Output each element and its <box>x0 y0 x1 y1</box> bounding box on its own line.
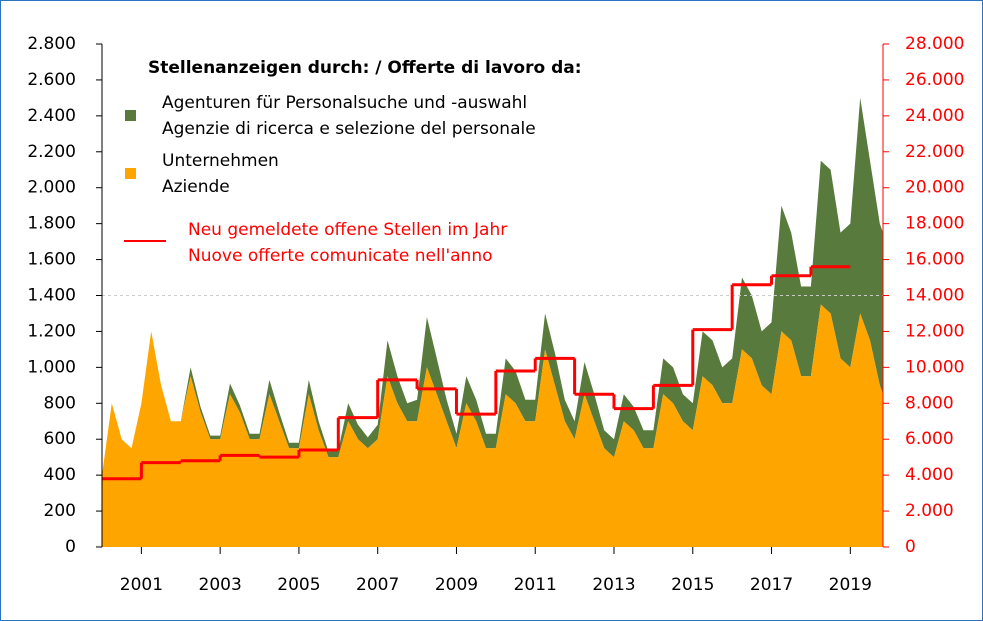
y-tick-label: 2.000 <box>27 178 76 198</box>
legend-label: Aziende <box>162 177 230 197</box>
x-tick-label: 2003 <box>199 575 242 595</box>
y-tick-label: 2.400 <box>27 106 76 126</box>
y-tick-label: 1.800 <box>27 214 76 234</box>
y2-tick-label: 14.000 <box>905 286 964 306</box>
y2-tick-label: 0 <box>905 537 916 557</box>
y2-tick-label: 6.000 <box>905 429 954 449</box>
x-tick-label: 2001 <box>120 575 163 595</box>
x-tick-label: 2015 <box>671 575 714 595</box>
y-tick-label: 2.200 <box>27 142 76 162</box>
legend-title: Stellenanzeigen durch: / Offerte di lavo… <box>148 58 582 78</box>
y2-tick-label: 16.000 <box>905 250 964 270</box>
legend-swatch <box>125 110 136 121</box>
x-tick-label: 2009 <box>435 575 478 595</box>
y-tick-label: 600 <box>44 429 76 449</box>
legend-label: Agenturen für Personalsuche und -auswahl <box>162 93 527 113</box>
legend-label: Unternehmen <box>162 151 279 171</box>
plot <box>102 97 883 547</box>
x-tick-label: 2005 <box>277 575 320 595</box>
y-tick-label: 2.600 <box>27 70 76 90</box>
y-tick-label: 1.400 <box>27 286 76 306</box>
y-tick-label: 2.800 <box>27 34 76 54</box>
y-tick-label: 200 <box>44 501 76 521</box>
legend-swatch <box>125 168 136 179</box>
y-tick-label: 1.200 <box>27 321 76 341</box>
y2-tick-label: 12.000 <box>905 321 964 341</box>
y-tick-label: 1.000 <box>27 357 76 377</box>
y2-tick-label: 22.000 <box>905 142 964 162</box>
x-tick-label: 2019 <box>829 575 872 595</box>
area <box>102 304 883 547</box>
y2-tick-label: 4.000 <box>905 465 954 485</box>
y2-tick-label: 2.000 <box>905 501 954 521</box>
y2-tick-label: 10.000 <box>905 357 964 377</box>
y-tick-label: 0 <box>65 537 76 557</box>
y-tick-label: 400 <box>44 465 76 485</box>
legend-label: Agenzie di ricerca e selezione del perso… <box>162 119 536 139</box>
legend-label: Neu gemeldete offene Stellen im Jahr <box>188 220 507 240</box>
x-tick-label: 2017 <box>750 575 793 595</box>
x-tick-label: 2011 <box>514 575 557 595</box>
x-tick-label: 2007 <box>356 575 399 595</box>
y2-tick-label: 26.000 <box>905 70 964 90</box>
y-tick-label: 800 <box>44 393 76 413</box>
y2-tick-label: 28.000 <box>905 34 964 54</box>
x-tick-label: 2013 <box>592 575 635 595</box>
legend-label: Nuove offerte comunicate nell'anno <box>188 246 493 266</box>
y2-tick-label: 20.000 <box>905 178 964 198</box>
y2-tick-label: 18.000 <box>905 214 964 234</box>
y-tick-label: 1.600 <box>27 250 76 270</box>
y2-tick-label: 24.000 <box>905 106 964 126</box>
y2-tick-label: 8.000 <box>905 393 954 413</box>
